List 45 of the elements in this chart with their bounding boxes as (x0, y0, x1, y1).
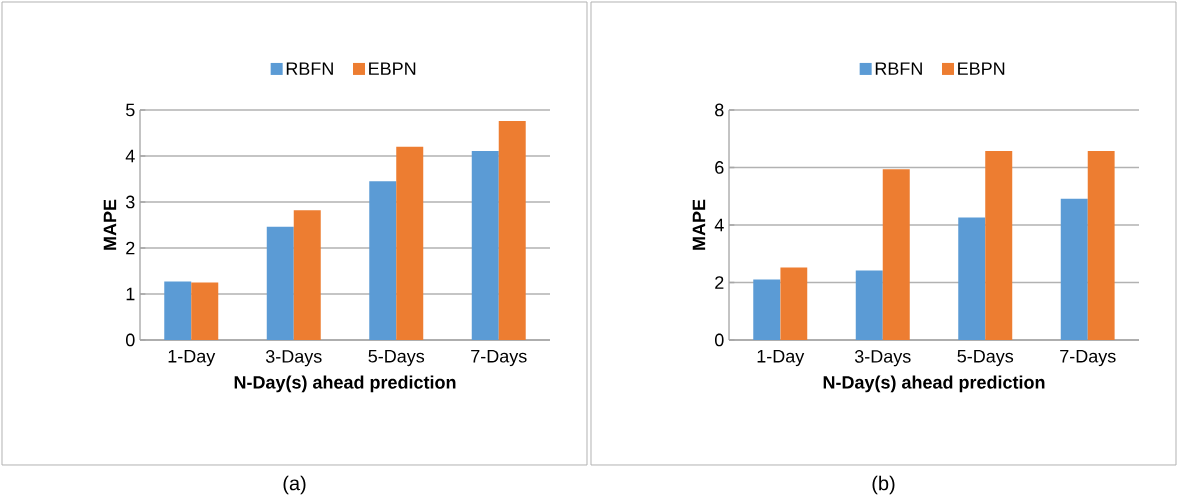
x-tick-label: 1-Day (757, 350, 805, 367)
text: (a) (283, 475, 306, 495)
bar (369, 181, 397, 340)
x-tick-label: 5-Days (957, 350, 1014, 367)
bar (958, 217, 986, 340)
y-axis-title: MAPE (103, 199, 117, 250)
bar (471, 150, 499, 340)
x-tick-label: 7-Days (1060, 350, 1116, 367)
bar (780, 267, 808, 340)
y-tick-label: 4 (125, 149, 135, 163)
legend-label: RBFN (286, 62, 333, 75)
bar (396, 146, 424, 340)
y-tick-label: 1 (126, 287, 135, 301)
y-tick-label: 4 (714, 218, 724, 232)
legend-label: RBFN (875, 62, 922, 75)
bar (498, 121, 526, 340)
legend-label: EBPN (958, 62, 1005, 75)
bar (855, 270, 883, 340)
y-axis-title: MAPE (692, 199, 706, 250)
y-tick-label: 8 (715, 103, 724, 117)
y-tick-label: 6 (715, 161, 724, 174)
x-tick-label: 3-Days (854, 350, 911, 367)
text: (b) (872, 475, 895, 495)
y-tick-label: 2 (126, 241, 135, 255)
bar (882, 169, 910, 340)
x-tick-label: 1-Day (168, 350, 216, 367)
bar (753, 279, 781, 340)
y-tick-label: 5 (126, 103, 135, 117)
x-axis-title: N-Day(s) ahead prediction (823, 375, 1045, 393)
y-tick-label: 3 (125, 195, 135, 209)
bar (266, 226, 294, 340)
bar (1087, 151, 1115, 340)
y-tick-label: 2 (715, 276, 724, 289)
y-tick-label: 0 (715, 333, 724, 347)
x-tick-label: 3-Days (265, 350, 322, 367)
x-tick-label: 7-Days (471, 350, 527, 367)
bar (164, 281, 192, 340)
x-tick-label: 5-Days (368, 350, 425, 367)
y-tick-label: 0 (126, 333, 135, 347)
bar (293, 210, 321, 340)
x-axis-title: N-Day(s) ahead prediction (234, 375, 456, 393)
bar (1060, 198, 1088, 340)
bar (191, 282, 219, 340)
legend-label: EBPN (369, 62, 416, 75)
bar (985, 151, 1013, 340)
